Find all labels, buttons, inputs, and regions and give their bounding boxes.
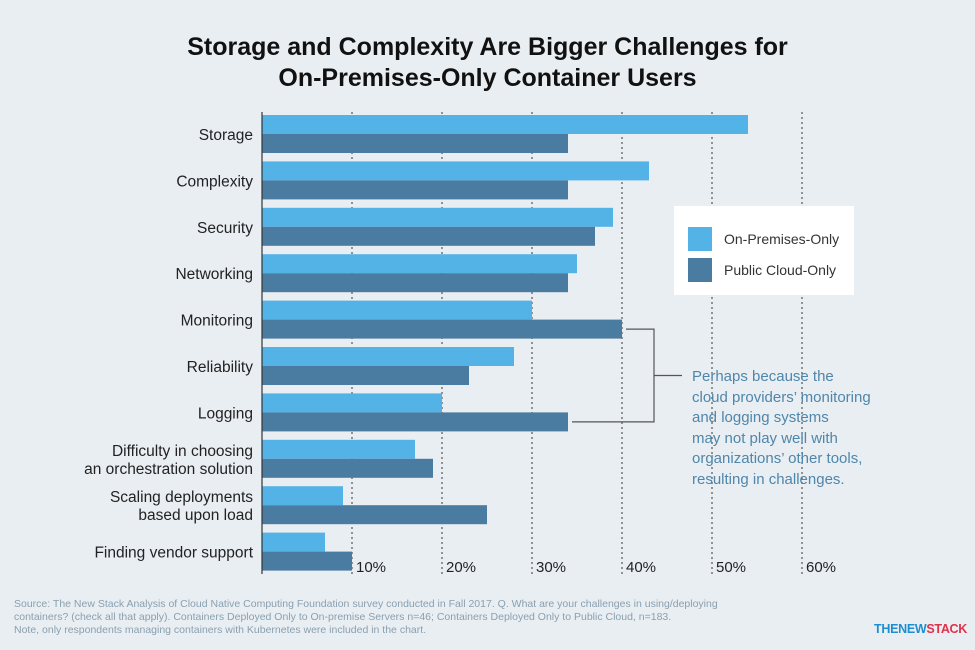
annotation-line: Perhaps because the (692, 368, 834, 385)
x-tick-label: 30% (536, 559, 566, 576)
bar-on-prem (262, 532, 325, 552)
legend-swatch-on-prem (688, 227, 712, 251)
legend-item-on-prem: On-Premises-Only (688, 227, 839, 251)
brand-logo: THENEWSTACK (874, 622, 967, 636)
bar-public-cloud (262, 319, 622, 339)
bar-on-prem (262, 347, 514, 366)
annotation: Perhaps because the cloud providers’ mon… (692, 367, 922, 490)
bar-public-cloud (262, 273, 568, 293)
x-tick-label: 50% (716, 559, 746, 576)
category-label: Finding vendor support (94, 545, 253, 562)
annotation-line: may not play well with (692, 429, 838, 447)
category-label: Reliability (187, 359, 254, 376)
x-tick-label: 10% (356, 559, 386, 576)
x-tick-label: 20% (446, 559, 476, 576)
category-label: an orchestration solution (84, 461, 253, 478)
bar-public-cloud (262, 366, 469, 385)
source-line: Source: The New Stack Analysis of Cloud … (14, 598, 718, 610)
annotation-line: and logging systems (692, 409, 829, 426)
bar-on-prem (262, 439, 415, 459)
source-note: Source: The New Stack Analysis of Cloud … (14, 598, 814, 637)
chart-title: Storage and Complexity Are Bigger Challe… (0, 32, 975, 94)
source-line: Note, only respondents managing containe… (14, 624, 427, 636)
category-label: Scaling deployments (110, 489, 253, 506)
bar-public-cloud (262, 412, 568, 432)
bar-on-prem (262, 254, 577, 274)
category-label: Complexity (176, 173, 253, 190)
chart-title-line-2: On-Premises-Only Container Users (278, 64, 697, 92)
category-label: Monitoring (181, 313, 253, 330)
legend-label-public-cloud: Public Cloud-Only (724, 262, 837, 278)
chart-title-line-1: Storage and Complexity Are Bigger Challe… (187, 33, 788, 61)
brand-logo-part-2: STACK (926, 622, 968, 636)
bar-public-cloud (262, 505, 487, 525)
bar-on-prem (262, 486, 343, 506)
bar-on-prem (262, 393, 442, 413)
brand-logo-part-1: THENEW (874, 622, 927, 636)
annotation-line: organizations’ other tools, (692, 450, 863, 467)
bar-on-prem (262, 207, 613, 227)
category-label: Logging (198, 405, 253, 422)
bar-public-cloud (262, 226, 595, 246)
annotation-line: cloud providers’ monitoring (692, 388, 871, 406)
legend-swatch-public-cloud (688, 258, 712, 282)
legend-item-public-cloud: Public Cloud-Only (688, 258, 836, 282)
annotation-line: resulting in challenges. (692, 470, 845, 488)
legend: On-Premises-Only Public Cloud-Only (674, 206, 854, 295)
annotation-bracket (572, 328, 655, 423)
bar-public-cloud (262, 551, 352, 571)
category-label: Storage (199, 127, 253, 144)
x-tick-label: 60% (806, 559, 836, 576)
source-line: containers? (check all that apply). Cont… (14, 611, 672, 623)
bar-public-cloud (262, 458, 433, 478)
bar-on-prem (262, 115, 748, 134)
legend-label-on-prem: On-Premises-Only (724, 231, 840, 247)
bar-public-cloud (262, 134, 568, 153)
bar-on-prem (262, 300, 532, 320)
category-label: Networking (175, 266, 253, 283)
category-label: based upon load (138, 507, 253, 524)
x-tick-label: 40% (626, 559, 656, 576)
bar-public-cloud (262, 180, 568, 200)
category-label: Difficulty in choosing (112, 443, 253, 460)
bar-on-prem (262, 161, 649, 181)
category-label: Security (197, 220, 253, 237)
